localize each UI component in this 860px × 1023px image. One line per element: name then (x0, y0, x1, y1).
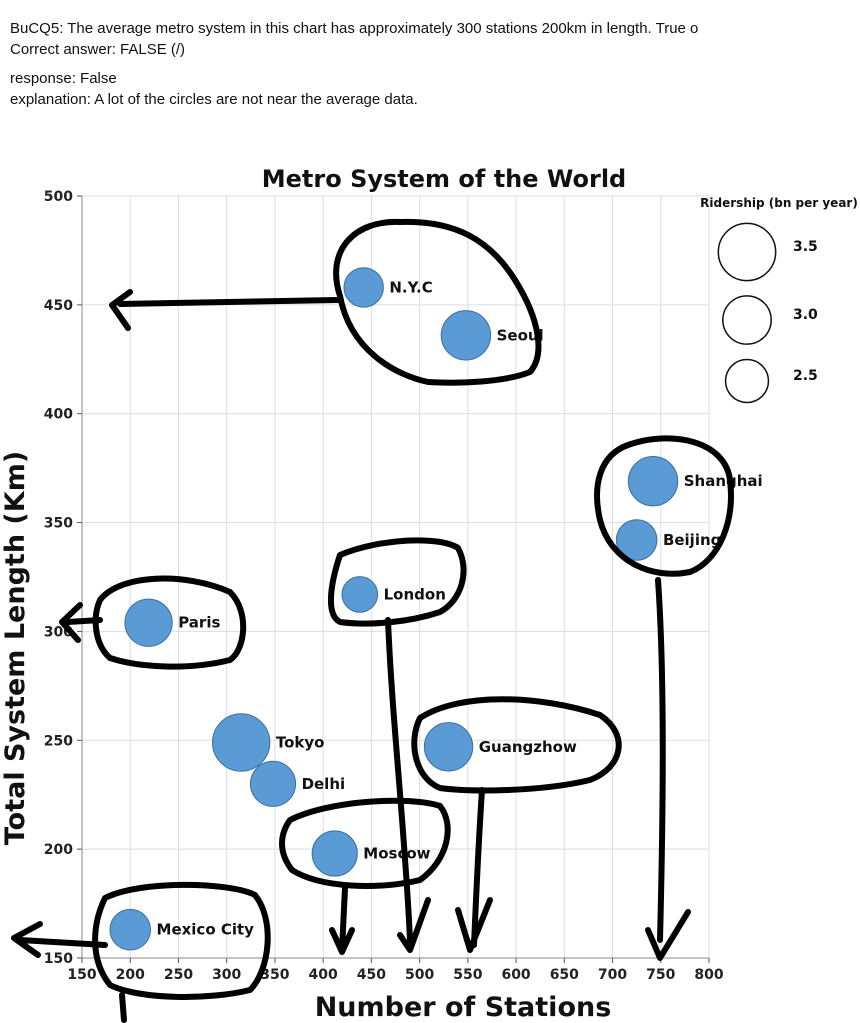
x-tick-label: 750 (646, 967, 675, 983)
ink-loop-paris (92, 575, 247, 670)
ink-loop-nyc-seoul (333, 218, 542, 386)
x-tick-label: 150 (67, 967, 96, 983)
handwritten-annotations (11, 218, 734, 1023)
ink-loop-guangzhow (411, 696, 622, 794)
data-point-label: London (384, 585, 446, 603)
data-point-label: Delhi (302, 775, 346, 793)
x-tick-label: 400 (309, 967, 338, 983)
y-axis-title: Total System Length (Km) (0, 451, 31, 845)
legend-size-circle (722, 295, 772, 345)
x-tick-label: 300 (212, 967, 241, 983)
x-tick-label: 550 (453, 967, 482, 983)
data-points: N.Y.C Seoul Shanghai Beijing London Paris Toky… (109, 267, 763, 951)
data-point (211, 713, 271, 772)
legend-size-label: 3.0 (793, 307, 818, 323)
x-tick-label: 200 (116, 967, 145, 983)
correct-answer: Correct answer: FALSE (/) (10, 41, 185, 59)
chart-title: Metro System of the World (262, 165, 626, 193)
data-point (343, 267, 384, 308)
ink-arrow-left-mexico (11, 921, 108, 958)
y-tick-label: 150 (44, 951, 73, 967)
data-point-label: Beijing (663, 531, 721, 549)
correct-answer-text: Correct answer: FALSE (/) (10, 41, 186, 58)
ink-loop-moscow (279, 797, 451, 889)
ink-arrow-left-300 (59, 602, 103, 643)
data-point (124, 598, 173, 647)
data-point-label: Tokyo (276, 733, 325, 751)
x-tick-label: 600 (501, 967, 530, 983)
ink-arrow-down-london (385, 617, 431, 953)
data-point (109, 908, 152, 951)
data-point (249, 760, 297, 807)
grid (81, 195, 710, 959)
x-tick-label: 700 (598, 967, 627, 983)
ink-loop-shanghai (594, 435, 734, 577)
legend-title: Ridership (bn per year) (700, 196, 858, 210)
legend-size-label: 3.5 (793, 239, 818, 255)
legend-size-label: 2.5 (793, 368, 818, 384)
data-point-label: Moscow (363, 844, 430, 862)
data-point-label: Shanghai (684, 472, 763, 490)
x-tick-label: 250 (164, 967, 193, 983)
y-tick-label: 400 (44, 407, 73, 423)
data-point (627, 456, 679, 507)
y-tick-label: 250 (44, 733, 73, 749)
y-tick-label: 350 (44, 516, 73, 532)
data-point-label: N.Y.C (389, 278, 432, 296)
ink-arrow-down-moscow (329, 885, 355, 955)
data-point (615, 519, 658, 561)
data-point-label: Seoul (497, 326, 544, 344)
data-point (341, 576, 379, 613)
data-point-label: Paris (178, 614, 220, 632)
x-tick-label: 450 (357, 967, 386, 983)
data-point (311, 830, 358, 877)
data-point-label: Mexico City (157, 921, 255, 939)
x-tick-label: 650 (550, 967, 579, 983)
data-point (440, 310, 492, 361)
ink-loop-london (327, 537, 467, 627)
data-point-label: Guangzhow (479, 738, 577, 756)
legend-size-circle (717, 222, 777, 282)
size-legend: Ridership (bn per year) 3.5 3.0 2.5 (700, 196, 858, 404)
response-text: response: False (10, 70, 117, 87)
explanation-text: explanation: A lot of the circles are no… (10, 91, 418, 108)
y-tick-label: 500 (44, 189, 73, 205)
data-point (423, 722, 474, 772)
ink-arrow-down-750 (645, 577, 691, 961)
y-tick-label: 200 (44, 842, 73, 858)
question-text: BuCQ5: The average metro system in this … (10, 20, 699, 37)
x-tick-label: 500 (405, 967, 434, 983)
ink-arrow-left-450 (109, 289, 341, 331)
x-axis-title: Number of Stations (315, 992, 612, 1023)
y-tick-label: 450 (44, 298, 73, 314)
x-tick-label: 350 (260, 967, 289, 983)
x-tick-label: 800 (694, 967, 723, 983)
ink-arrow-down-mexico (119, 992, 127, 1023)
axes: 150 200 250 300 350 400 450 500 550 600 650 700 750 8… (44, 189, 724, 983)
ink-arrow-down-guangzhow (455, 787, 493, 953)
legend-size-circle (724, 358, 770, 404)
ink-loop-mexico-city (92, 881, 271, 1000)
